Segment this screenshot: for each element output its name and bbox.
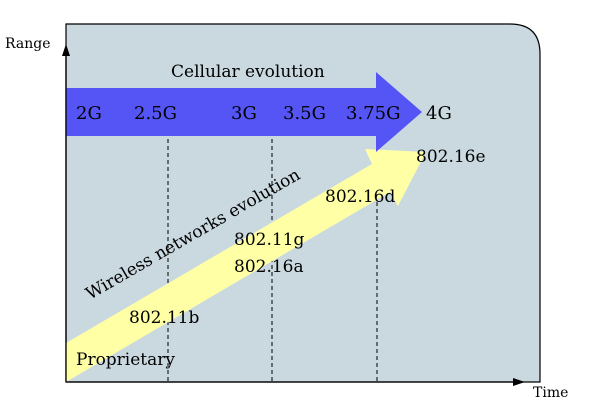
- generation-label: 3.5G: [283, 103, 326, 124]
- x-axis-label: Time: [533, 385, 568, 401]
- generation-label: 3G: [231, 103, 257, 124]
- standard-label: 802.16d: [325, 187, 395, 207]
- y-axis-label: Range: [5, 36, 50, 52]
- cellular-evolution-arrow: [66, 72, 422, 152]
- standard-label: 802.11b: [129, 308, 199, 328]
- wireless-evolution-arrow: [66, 149, 426, 382]
- standard-label: 802.16e: [416, 147, 486, 167]
- standard-label: 802.11g: [234, 230, 304, 250]
- generation-label: 3.75G: [346, 103, 400, 124]
- standard-label: 802.16a: [234, 257, 304, 277]
- x-axis-arrowhead: [513, 378, 525, 386]
- generation-label: 2G: [76, 103, 102, 124]
- generation-label: 4G: [426, 103, 452, 124]
- generation-label: 2.5G: [134, 103, 177, 124]
- y-axis-arrowhead: [62, 44, 70, 56]
- cellular-title: Cellular evolution: [171, 62, 325, 82]
- standard-label: Proprietary: [76, 350, 175, 370]
